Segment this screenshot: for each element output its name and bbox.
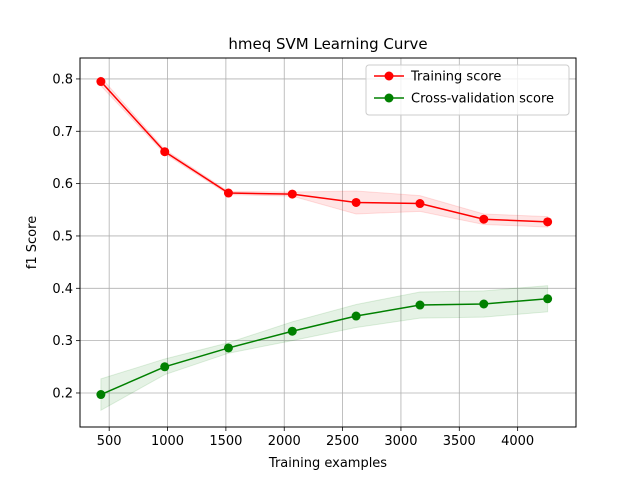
data-point	[223, 188, 233, 198]
x-tick-label: 1500	[209, 434, 242, 449]
data-point	[351, 197, 361, 207]
y-tick-label: 0.7	[52, 125, 73, 140]
y-tick-label: 0.8	[52, 72, 73, 87]
data-point	[160, 362, 170, 372]
legend-marker-0	[384, 71, 394, 81]
data-point	[160, 147, 170, 157]
y-tick-label: 0.5	[52, 229, 73, 244]
data-point	[96, 77, 106, 87]
legend-marker-1	[384, 93, 394, 103]
y-axis-label: f1 Score	[25, 216, 40, 269]
std-band-1	[100, 285, 549, 412]
data-point	[287, 326, 297, 336]
data-point	[96, 390, 106, 400]
data-point	[543, 294, 553, 304]
chart-title: hmeq SVM Learning Curve	[228, 35, 427, 53]
legend-label-0: Training score	[410, 70, 501, 85]
data-point	[351, 311, 361, 321]
data-point	[287, 189, 297, 199]
x-tick-label: 3500	[443, 434, 476, 449]
plot-frame	[79, 57, 577, 428]
series-point-layer	[96, 77, 553, 400]
series-line-0	[100, 81, 548, 223]
x-tick-label: 2000	[268, 434, 301, 449]
x-tick-label: 500	[97, 434, 122, 449]
x-tick-label: 3000	[384, 434, 417, 449]
data-point	[415, 199, 425, 209]
x-tick-label: 1000	[151, 434, 184, 449]
data-point	[479, 214, 489, 224]
std-band-layer	[100, 76, 549, 412]
data-point	[479, 299, 489, 309]
x-tick-label: 2500	[326, 434, 359, 449]
y-tick-label: 0.4	[52, 282, 73, 297]
y-tick-label: 0.6	[52, 177, 73, 192]
data-point	[223, 343, 233, 353]
legend-box	[365, 64, 570, 116]
data-point	[543, 217, 553, 227]
y-tick-label: 0.3	[52, 334, 73, 349]
series-line-layer	[100, 81, 548, 396]
data-point	[415, 300, 425, 310]
tick-layer: 500 1000 1500 2000 2500 3000 3500 4000 0.2 0.3 0.4…	[52, 72, 534, 449]
x-tick-label: 4000	[501, 434, 534, 449]
grid-layer	[80, 58, 576, 427]
series-line-1	[100, 298, 548, 396]
y-tick-label: 0.2	[52, 386, 73, 401]
legend-label-1: Cross-validation score	[411, 92, 554, 107]
std-band-0	[100, 76, 549, 228]
legend: Training score Cross-validation score	[365, 64, 570, 116]
legend-items: Training score Cross-validation score	[374, 70, 554, 107]
x-axis-label: Training examples	[268, 456, 387, 471]
